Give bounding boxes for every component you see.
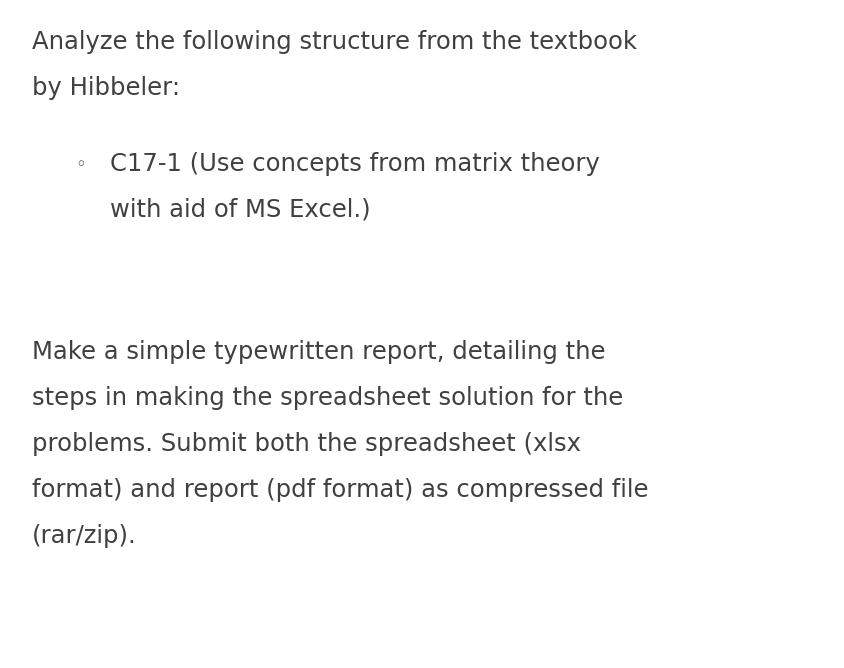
Text: steps in making the spreadsheet solution for the: steps in making the spreadsheet solution… bbox=[32, 386, 623, 410]
Text: (rar/zip).: (rar/zip). bbox=[32, 524, 137, 548]
Text: C17-1 (Use concepts from matrix theory: C17-1 (Use concepts from matrix theory bbox=[110, 152, 600, 176]
Text: ◦: ◦ bbox=[75, 156, 85, 174]
Text: Make a simple typewritten report, detailing the: Make a simple typewritten report, detail… bbox=[32, 340, 605, 364]
Text: Analyze the following structure from the textbook: Analyze the following structure from the… bbox=[32, 30, 637, 54]
Text: with aid of MS Excel.): with aid of MS Excel.) bbox=[110, 198, 371, 222]
Text: problems. Submit both the spreadsheet (xlsx: problems. Submit both the spreadsheet (x… bbox=[32, 432, 581, 456]
Text: format) and report (pdf format) as compressed file: format) and report (pdf format) as compr… bbox=[32, 478, 648, 502]
Text: by Hibbeler:: by Hibbeler: bbox=[32, 76, 180, 100]
